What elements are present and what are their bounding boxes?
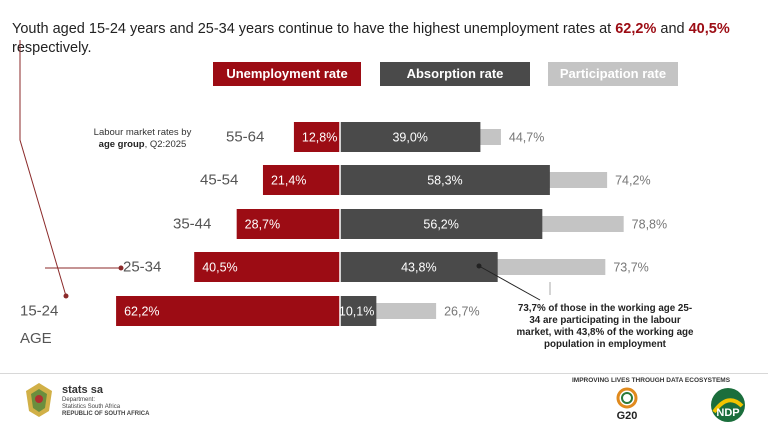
g20-text: G20 (617, 410, 638, 422)
absorption-label-55-64: 39,0% (392, 131, 427, 145)
ndp-logo-icon: NDP (711, 388, 745, 422)
country-name: REPUBLIC OF SOUTH AFRICA (62, 411, 150, 417)
subtitle-bold: age group (98, 139, 145, 150)
absorption-bar-35-44 (340, 209, 543, 239)
absorption-bar-45-54 (340, 165, 550, 195)
footer-tagline: IMPROVING LIVES THROUGH DATA ECOSYSTEMS (572, 377, 731, 384)
headline-value-2: 40,5% (688, 21, 730, 37)
legend-participation: Participation rate (548, 62, 678, 86)
unemployment-label-55-64: 12,8% (302, 131, 337, 145)
axis-connector-line (19, 40, 67, 297)
absorption-label-25-34: 43,8% (401, 261, 436, 275)
annotation-marker (476, 263, 482, 269)
participation-label-45-54: 74,2% (615, 174, 650, 188)
unemployment-label-45-54: 21,4% (271, 174, 306, 188)
headline-text-mid: and (656, 21, 689, 37)
connector-lines (19, 40, 551, 301)
headline-value-1: 62,2% (615, 21, 657, 37)
age-group-35-44: 35-44 (173, 216, 211, 233)
unemployment-label-25-34: 40,5% (202, 261, 237, 275)
legend-unemployment: Unemployment rate (213, 62, 361, 86)
bars-group (116, 122, 624, 326)
unemployment-bar-45-54 (262, 165, 340, 195)
headline: Youth aged 15-24 years and 25-34 years c… (12, 20, 752, 58)
absorption-label-35-44: 56,2% (423, 218, 458, 232)
annotation-pointer (478, 265, 541, 301)
unemployment-label-35-44: 28,7% (245, 218, 280, 232)
unemployment-bar-25-34 (194, 252, 340, 282)
absorption-bar-25-34 (340, 252, 498, 282)
dept-label: Department: (62, 397, 96, 403)
absorption-bar-55-64 (340, 122, 481, 152)
age-15-24-marker (63, 293, 69, 299)
g20-logo-icon: G20 (616, 387, 638, 422)
unemployment-bar-55-64 (293, 122, 340, 152)
footer-divider (0, 373, 768, 374)
age-axis-label: AGE (20, 330, 52, 347)
absorption-bar-15-24 (340, 296, 377, 326)
stats-sa-name: stats sa (62, 384, 103, 396)
unemployment-bar-15-24 (116, 296, 340, 326)
subtitle-rest: , Q2:2025 (144, 139, 187, 150)
age-25-34-marker (118, 265, 124, 271)
absorption-label-45-54: 58,3% (427, 174, 462, 188)
participation-label-25-34: 73,7% (613, 261, 648, 275)
absorption-label-15-24: 10,1% (339, 305, 374, 319)
unemployment-bar-35-44 (236, 209, 340, 239)
age-group-55-64: 55-64 (226, 129, 264, 146)
participation-label-55-64: 44,7% (509, 131, 544, 145)
annotation-25-34: 73,7% of those in the working age 25-34 … (516, 303, 694, 350)
age-group-15-24: 15-24 (20, 303, 58, 320)
unemployment-label-15-24: 62,2% (124, 305, 159, 319)
coat-of-arms-icon (26, 383, 52, 417)
participation-label-15-24: 26,7% (444, 305, 479, 319)
dept-name: Statistics South Africa (62, 404, 121, 410)
subtitle-line1: Labour market rates by (93, 127, 192, 138)
participation-label-35-44: 78,8% (632, 218, 667, 232)
age-group-25-34: 25-34 (123, 259, 161, 276)
legend-absorption: Absorption rate (380, 62, 530, 86)
labels-group: 12,8% 39,0% 44,7% 55-64 21,4% 58,3% 74,2% 45-54… (20, 129, 667, 320)
stats-sa-department: Department: Statistics South Africa REPUBL… (62, 397, 149, 418)
ndp-text: NDP (716, 407, 739, 419)
age-group-45-54: 45-54 (200, 172, 238, 189)
headline-text-before: Youth aged 15-24 years and 25-34 years c… (12, 21, 616, 37)
headline-text-after: respectively. (12, 40, 92, 56)
chart-subtitle: Labour market rates by age group, Q2:2025 (80, 127, 205, 151)
